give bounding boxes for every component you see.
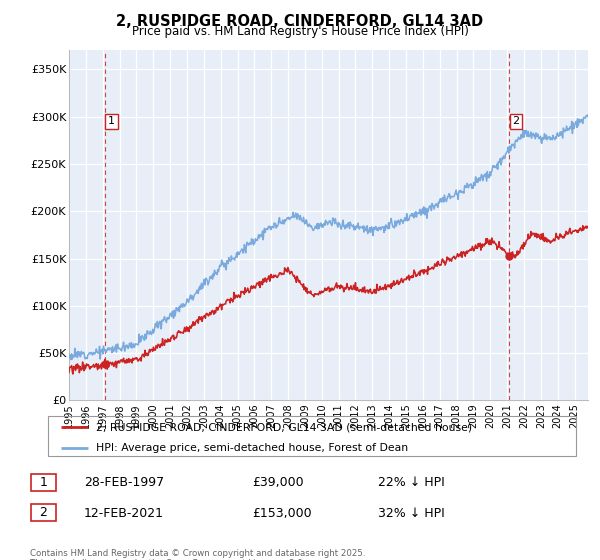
Text: £153,000: £153,000 <box>252 507 311 520</box>
Text: 1: 1 <box>40 475 47 489</box>
Bar <box>31 505 56 521</box>
Text: Price paid vs. HM Land Registry's House Price Index (HPI): Price paid vs. HM Land Registry's House … <box>131 25 469 38</box>
Text: 22% ↓ HPI: 22% ↓ HPI <box>378 476 445 489</box>
Text: 2, RUSPIDGE ROAD, CINDERFORD, GL14 3AD: 2, RUSPIDGE ROAD, CINDERFORD, GL14 3AD <box>116 14 484 29</box>
Text: 12-FEB-2021: 12-FEB-2021 <box>84 507 164 520</box>
Text: 2, RUSPIDGE ROAD, CINDERFORD, GL14 3AD (semi-detached house): 2, RUSPIDGE ROAD, CINDERFORD, GL14 3AD (… <box>95 422 472 432</box>
Text: 2: 2 <box>40 506 47 520</box>
Text: 28-FEB-1997: 28-FEB-1997 <box>84 476 164 489</box>
Text: £39,000: £39,000 <box>252 476 304 489</box>
Text: 1: 1 <box>108 116 115 127</box>
Text: HPI: Average price, semi-detached house, Forest of Dean: HPI: Average price, semi-detached house,… <box>95 442 407 452</box>
Text: 32% ↓ HPI: 32% ↓ HPI <box>378 507 445 520</box>
Bar <box>31 474 56 491</box>
Text: Contains HM Land Registry data © Crown copyright and database right 2025.
This d: Contains HM Land Registry data © Crown c… <box>30 549 365 560</box>
Text: 2: 2 <box>512 116 520 127</box>
